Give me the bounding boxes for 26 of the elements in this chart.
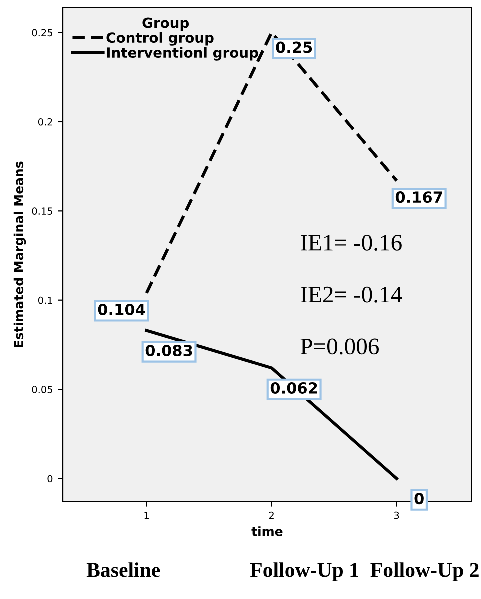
x-tick-label: 2 bbox=[269, 512, 274, 520]
x-axis-title: time bbox=[252, 526, 283, 536]
x-tick-label: 1 bbox=[144, 512, 149, 520]
y-tick-label: 0.15 bbox=[32, 208, 52, 215]
y-axis-title: Estimated Marginal Means bbox=[14, 162, 26, 348]
data-label: 0.167 bbox=[396, 192, 442, 204]
data-label: 0.083 bbox=[146, 344, 192, 357]
y-tick-label: 0.05 bbox=[32, 386, 52, 394]
annotation: IE2= -0.14 bbox=[300, 286, 402, 303]
y-tick-label: 0 bbox=[48, 475, 53, 483]
text: Follow-Up 1 bbox=[250, 562, 358, 582]
annotation: P=0.006 bbox=[300, 338, 380, 355]
text: Baseline bbox=[86, 562, 160, 578]
text: Follow-Up 2 bbox=[370, 562, 479, 582]
y-tick-label: 0.25 bbox=[32, 29, 52, 37]
y-tick-label: 0.2 bbox=[38, 118, 52, 126]
legend-label: Interventionl group bbox=[107, 47, 258, 61]
x-tick-label: 3 bbox=[394, 512, 400, 520]
data-label: 0.25 bbox=[276, 42, 312, 54]
data-label: 0.062 bbox=[270, 382, 318, 394]
data-label: 0.104 bbox=[98, 304, 146, 316]
data-label: 0 bbox=[414, 493, 424, 505]
y-tick-label: 0.1 bbox=[38, 296, 52, 304]
legend-title: Group bbox=[142, 18, 190, 31]
annotation: IE1= -0.16 bbox=[300, 234, 402, 252]
legend-label: Control group bbox=[106, 32, 214, 46]
